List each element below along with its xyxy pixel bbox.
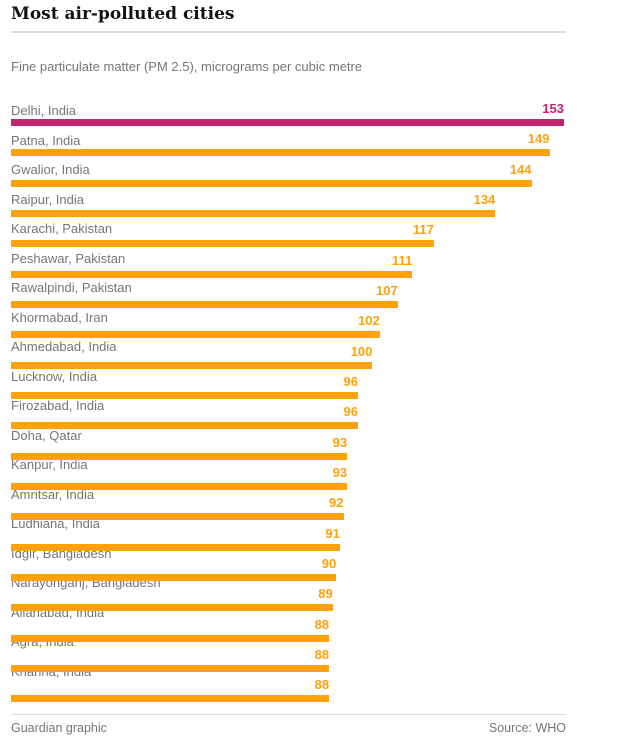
bar-value-label: 88	[314, 677, 330, 693]
bar-category-label: Ahmedabad, India	[11, 339, 117, 354]
bar-value-label: 93	[332, 434, 348, 450]
bar-value-label: 93	[332, 464, 348, 480]
bar: 100	[11, 344, 373, 369]
bar: 134	[11, 192, 496, 217]
bar: 88	[11, 678, 330, 703]
bar: 92	[11, 496, 344, 521]
bar-category-label: Gwalior, India	[11, 162, 90, 177]
footer: Guardian graphic Source: WHO	[11, 721, 566, 735]
bar: 144	[11, 162, 532, 187]
bar: 111	[11, 253, 413, 278]
credit-label: Guardian graphic	[11, 721, 107, 735]
bar: 88	[11, 647, 330, 672]
bar-value-label: 144	[509, 161, 532, 177]
bar-value-label: 90	[321, 555, 337, 571]
bar-category-label: Karachi, Pakistan	[11, 221, 113, 236]
bar-category-label: Firozabad, India	[11, 398, 105, 413]
bar-chart: Delhi, India 153 Patna, India 149 Gwalior, I…	[11, 102, 564, 705]
bar-category-label: Lucknow, India	[11, 368, 98, 384]
bar-category-label: Doha, Qatar	[11, 427, 82, 443]
bar: 117	[11, 223, 434, 248]
bar: 93	[11, 435, 348, 460]
bar: 93	[11, 465, 348, 490]
bar-value-label: 92	[329, 495, 344, 511]
bar-value-label: 111	[391, 252, 413, 268]
bar-value-label: 117	[412, 222, 434, 238]
bar-value-label: 107	[375, 282, 398, 298]
bar-value-label: 149	[527, 131, 550, 147]
bar-value-label: 102	[357, 313, 380, 329]
bar: 102	[11, 314, 380, 339]
bar-category-label: Rawalpindi, Pakistan	[11, 280, 132, 295]
chart-subtitle: Fine particulate matter (PM 2.5), microg…	[11, 59, 363, 74]
bar-category-label: Raipur, India	[11, 191, 84, 207]
bar: 96	[11, 374, 358, 399]
bar-category-label: Kanpur, India	[11, 457, 88, 472]
bar: 89	[11, 587, 333, 612]
page-title: Most air-polluted cities	[11, 4, 235, 24]
bar: 149	[11, 132, 550, 157]
bar: 90	[11, 556, 337, 581]
bar-value-label: 96	[343, 404, 358, 420]
bar-value-label: 134	[473, 191, 496, 207]
bar: 96	[11, 405, 358, 430]
bar-value-label: 153	[542, 101, 564, 116]
bar-category-label: Delhi, India	[11, 103, 77, 118]
bar-category-label: Khormabad, Iran	[11, 309, 108, 325]
bar-category-label: Amritsar, India	[11, 486, 95, 502]
bar: 88	[11, 617, 330, 642]
source-label: Source: WHO	[488, 721, 566, 735]
bar-category-label: Peshawar, Pakistan	[11, 250, 126, 266]
footer-divider	[11, 714, 566, 715]
bar-value-label: 88	[314, 646, 330, 662]
bar-value-label: 91	[325, 525, 340, 541]
bar-value-label: 96	[343, 373, 358, 389]
bar-value-label: 100	[350, 343, 373, 359]
bar: 153	[11, 102, 564, 126]
bar-category-label: Patna, India	[11, 132, 81, 148]
bar: 107	[11, 283, 398, 308]
title-divider	[11, 31, 566, 33]
bar-value-label: 89	[318, 586, 333, 602]
bar: 91	[11, 526, 340, 551]
bar-value-label: 88	[314, 616, 330, 632]
